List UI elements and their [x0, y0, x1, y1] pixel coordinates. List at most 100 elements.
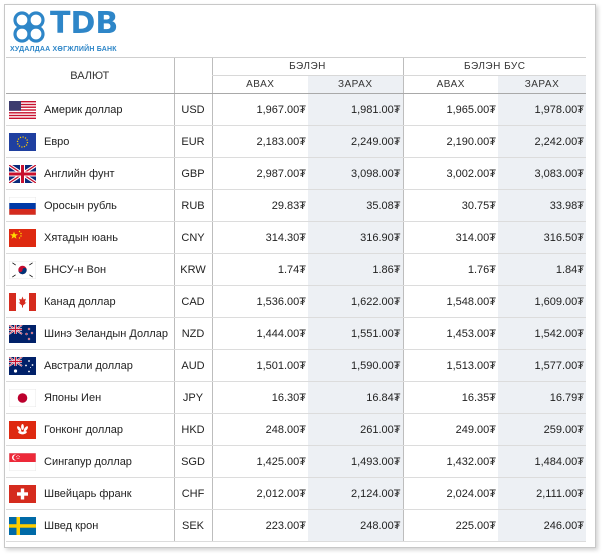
cash-sell-rate: 1,493.00₮ — [308, 445, 403, 478]
currency-name: Евро — [44, 135, 70, 148]
currency-code: SEK — [173, 509, 212, 542]
noncash-buy-rate: 1,432.00₮ — [402, 445, 498, 478]
currency-name: Сингапур доллар — [44, 455, 132, 468]
cash-buy-rate: 1,501.00₮ — [211, 349, 308, 382]
rate-row-chf: Швейцарь франк CHF 2,012.00₮ 2,124.00₮ 2,024… — [6, 477, 586, 510]
currency-cell: Австрали доллар — [6, 349, 174, 382]
currency-code: CHF — [173, 477, 212, 510]
noncash-sell-rate: 1,978.00₮ — [498, 93, 586, 126]
currency-code: NZD — [173, 317, 212, 350]
currency-name: Хятадын юань — [44, 231, 118, 244]
noncash-buy-rate: 1.76₮ — [402, 253, 498, 286]
ch-flag-icon — [9, 484, 36, 503]
noncash-sell-rate: 246.00₮ — [498, 509, 586, 542]
cash-buy-rate: 29.83₮ — [211, 189, 308, 222]
cash-buy-rate: 314.30₮ — [211, 221, 308, 254]
cash-buy-rate: 1.74₮ — [211, 253, 308, 286]
currency-name: Швейцарь франк — [44, 487, 132, 500]
currency-cell: Английн фунт — [6, 157, 174, 190]
rate-row-nzd: Шинэ Зеландын Доллар NZD 1,444.00₮ 1,551.00… — [6, 317, 586, 350]
currency-cell: Японы Иен — [6, 381, 174, 414]
rate-row-hkd: Гонконг доллар HKD 248.00₮ 261.00₮ 249.00₮ 25… — [6, 413, 586, 446]
brand-name: TDB — [50, 6, 119, 41]
cash-sell-rate: 1,981.00₮ — [308, 93, 403, 126]
cash-buy-rate: 223.00₮ — [211, 509, 308, 542]
noncash-sell-rate: 16.79₮ — [498, 381, 586, 414]
cash-buy-rate: 2,183.00₮ — [211, 125, 308, 158]
noncash-sell-rate: 33.98₮ — [498, 189, 586, 222]
currency-code: GBP — [173, 157, 212, 190]
currency-code: HKD — [173, 413, 212, 446]
currency-cell: Гонконг доллар — [6, 413, 174, 446]
noncash-sell-rate: 2,111.00₮ — [498, 477, 586, 510]
cash-sell-rate: 248.00₮ — [308, 509, 403, 542]
cash-buy-rate: 248.00₮ — [211, 413, 308, 446]
cash-sell-rate: 261.00₮ — [308, 413, 403, 446]
code-column-header — [173, 57, 212, 94]
brand-subtitle: ХУДАЛДАА ХӨГЖЛИЙН БАНК — [10, 46, 117, 53]
cash-sell-rate: 3,098.00₮ — [308, 157, 403, 190]
cash-buy-rate: 1,444.00₮ — [211, 317, 308, 350]
noncash-buy-rate: 3,002.00₮ — [402, 157, 498, 190]
rate-row-cny: Хятадын юань CNY 314.30₮ 316.90₮ 314.00₮ 316.… — [6, 221, 586, 254]
noncash-buy-rate: 1,513.00₮ — [402, 349, 498, 382]
currency-cell: Сингапур доллар — [6, 445, 174, 478]
currency-code: RUB — [173, 189, 212, 222]
cash-sell-rate: 1,590.00₮ — [308, 349, 403, 382]
currency-code: KRW — [173, 253, 212, 286]
noncash-buy-rate: 1,965.00₮ — [402, 93, 498, 126]
currency-cell: Швейцарь франк — [6, 477, 174, 510]
rate-row-krw: БНСУ-н Вон KRW 1.74₮ 1.86₮ 1.76₮ 1.84₮ — [6, 253, 586, 286]
cash-buy-rate: 2,012.00₮ — [211, 477, 308, 510]
tdb-logo-icon — [13, 11, 45, 43]
ca-flag-icon — [9, 292, 36, 311]
rate-row-sgd: Сингапур доллар SGD 1,425.00₮ 1,493.00₮ 1,43… — [6, 445, 586, 478]
jp-flag-icon — [9, 388, 36, 407]
cash-buy-rate: 16.30₮ — [211, 381, 308, 414]
cash-buy-rate: 2,987.00₮ — [211, 157, 308, 190]
currency-cell: Оросын рубль — [6, 189, 174, 222]
currency-name: Английн фунт — [44, 167, 115, 180]
rate-table-body: Америк доллар USD 1,967.00₮ 1,981.00₮ 1,965.… — [6, 93, 586, 542]
noncash-buy-rate: 2,024.00₮ — [402, 477, 498, 510]
nz-flag-icon — [9, 324, 36, 343]
noncash-sell-rate: 259.00₮ — [498, 413, 586, 446]
noncash-buy-rate: 249.00₮ — [402, 413, 498, 446]
noncash-sell-header: ЗАРАХ — [498, 75, 586, 94]
noncash-buy-rate: 314.00₮ — [402, 221, 498, 254]
rate-row-rub: Оросын рубль RUB 29.83₮ 35.08₮ 30.75₮ 33.98₮ — [6, 189, 586, 222]
cn-flag-icon — [9, 228, 36, 247]
cash-group-header: БЭЛЭН — [211, 57, 403, 76]
noncash-sell-rate: 1,577.00₮ — [498, 349, 586, 382]
currency-code: JPY — [173, 381, 212, 414]
noncash-sell-rate: 1,484.00₮ — [498, 445, 586, 478]
currency-name: Гонконг доллар — [44, 423, 123, 436]
cash-sell-rate: 316.90₮ — [308, 221, 403, 254]
currency-name: Швед крон — [44, 519, 99, 532]
rate-row-aud: Австрали доллар AUD 1,501.00₮ 1,590.00₮ 1,51… — [6, 349, 586, 382]
currency-code: AUD — [173, 349, 212, 382]
noncash-buy-rate: 225.00₮ — [402, 509, 498, 542]
noncash-group-header: БЭЛЭН БУС — [402, 57, 586, 76]
currency-column-header: ВАЛЮТ — [6, 57, 174, 94]
currency-name: Шинэ Зеландын Доллар — [44, 327, 168, 340]
currency-name: Австрали доллар — [44, 359, 133, 372]
noncash-buy-rate: 16.35₮ — [402, 381, 498, 414]
bank-logo[interactable]: TDB ХУДАЛДАА ХӨГЖЛИЙН БАНК — [10, 6, 150, 53]
au-flag-icon — [9, 356, 36, 375]
cash-buy-header: АВАХ — [211, 75, 308, 94]
noncash-buy-rate: 2,190.00₮ — [402, 125, 498, 158]
currency-code: EUR — [173, 125, 212, 158]
cash-buy-rate: 1,967.00₮ — [211, 93, 308, 126]
cash-buy-rate: 1,536.00₮ — [211, 285, 308, 318]
currency-code: CAD — [173, 285, 212, 318]
currency-cell: Швед крон — [6, 509, 174, 542]
sg-flag-icon — [9, 452, 36, 471]
currency-name: БНСУ-н Вон — [44, 263, 107, 276]
noncash-buy-rate: 1,548.00₮ — [402, 285, 498, 318]
currency-name: Америк доллар — [44, 103, 123, 116]
noncash-buy-header: АВАХ — [402, 75, 498, 94]
noncash-sell-rate: 1,542.00₮ — [498, 317, 586, 350]
rate-row-sek: Швед крон SEK 223.00₮ 248.00₮ 225.00₮ 246.00₮ — [6, 509, 586, 542]
cash-sell-rate: 1,622.00₮ — [308, 285, 403, 318]
